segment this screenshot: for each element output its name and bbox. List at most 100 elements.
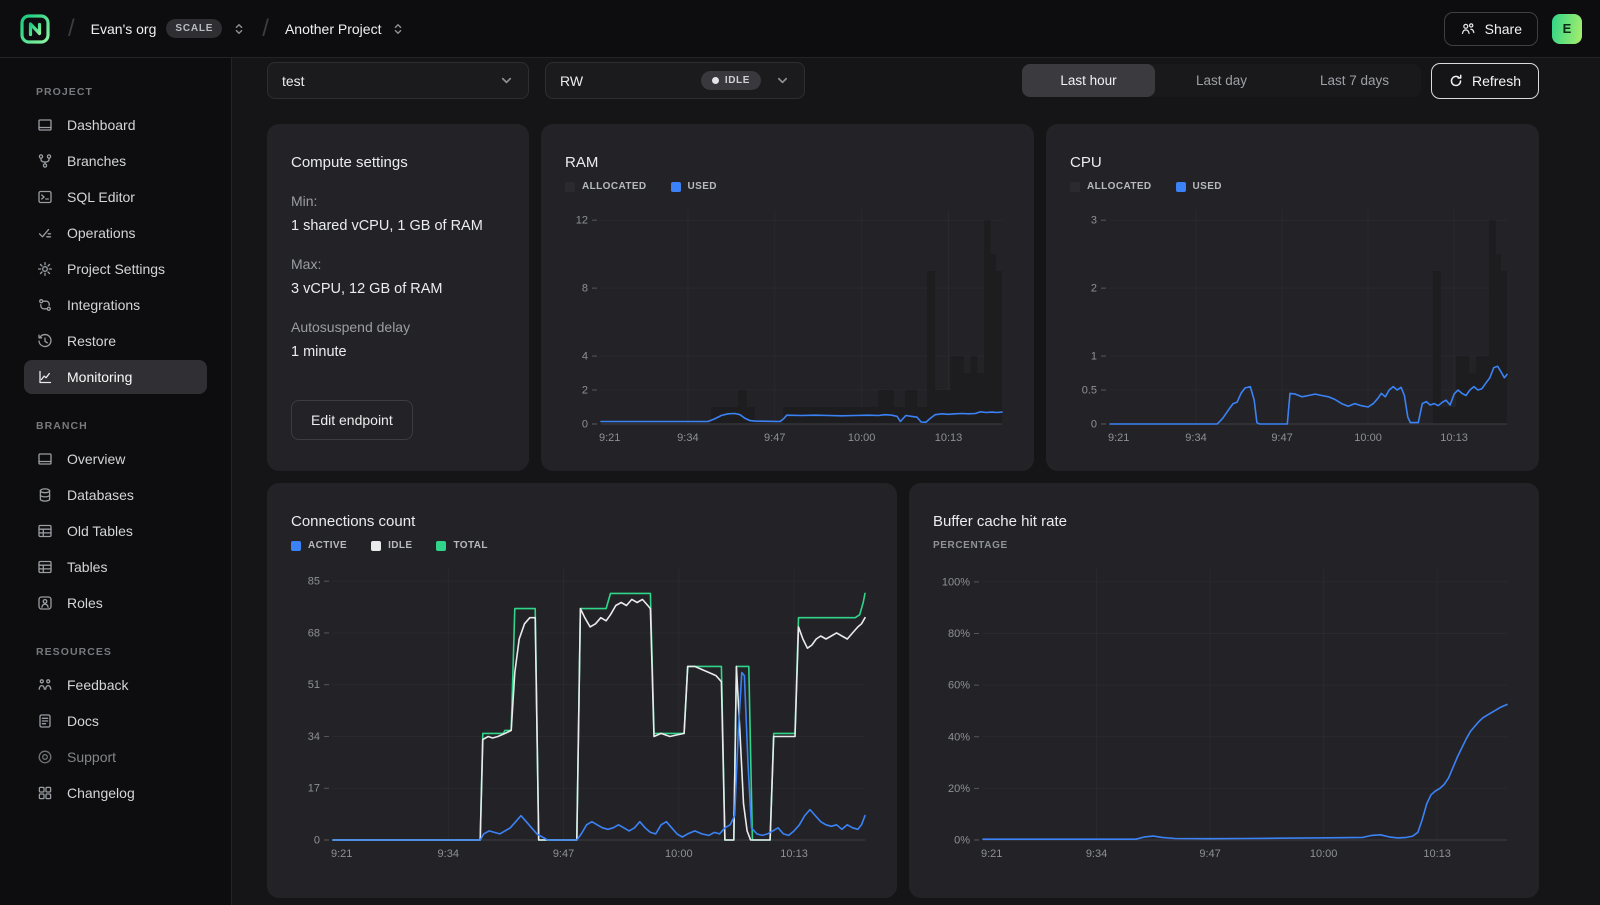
ram-chart-card: RAM ALLOCATED USED 0 2 4 8 12 9:21 9:34 9:47 10:0… — [541, 124, 1034, 471]
integrations-icon — [36, 296, 54, 314]
svg-text:20%: 20% — [948, 783, 970, 795]
sidebar-item-old-tables[interactable]: Old Tables — [24, 514, 207, 548]
compute-settings-title: Compute settings — [291, 154, 408, 171]
avatar[interactable]: E — [1552, 13, 1582, 44]
cpu-chart-card: CPU ALLOCATED USED 0 0.5 1 2 3 9:21 9:34 9:47 10:… — [1046, 124, 1539, 471]
sidebar-item-label: Databases — [67, 487, 134, 503]
sidebar-item-support[interactable]: Support — [24, 740, 207, 774]
sidebar-item-label: Project Settings — [67, 261, 166, 277]
breadcrumb-org[interactable]: Evan's org SCALE — [91, 19, 247, 38]
sidebar-item-branches[interactable]: Branches — [24, 144, 207, 178]
breadcrumb-separator: / — [68, 14, 75, 42]
sidebar-item-label: Branches — [67, 153, 127, 169]
branch-select[interactable]: test — [267, 62, 529, 99]
cpu-chart-title: CPU — [1070, 154, 1102, 171]
gear-icon — [36, 260, 54, 278]
sidebar-item-label: Old Tables — [67, 523, 133, 539]
breadcrumb-project[interactable]: Another Project — [285, 21, 406, 37]
table-icon — [36, 522, 54, 540]
svg-text:4: 4 — [582, 351, 588, 363]
legend-item-active: ACTIVE — [291, 540, 347, 551]
legend-swatch-icon — [371, 540, 382, 551]
svg-text:0: 0 — [1091, 419, 1097, 431]
svg-text:10:13: 10:13 — [935, 432, 963, 444]
sql-editor-icon — [36, 188, 54, 206]
branch-select-value: test — [282, 72, 305, 89]
refresh-button[interactable]: Refresh — [1430, 62, 1539, 99]
cpu-chart-legend: ALLOCATED USED — [1070, 181, 1515, 192]
sidebar-item-integrations[interactable]: Integrations — [24, 288, 207, 322]
sidebar-item-label: Integrations — [67, 297, 141, 313]
svg-text:10:13: 10:13 — [780, 848, 808, 860]
sidebar-item-label: Feedback — [67, 677, 129, 693]
legend-swatch-icon — [1175, 181, 1186, 192]
svg-text:0: 0 — [582, 419, 588, 431]
sidebar-item-tables[interactable]: Tables — [24, 550, 207, 584]
legend-item-used: USED — [1175, 181, 1222, 192]
sidebar-item-label: Roles — [67, 595, 103, 611]
compute-select[interactable]: RW IDLE — [545, 62, 805, 99]
svg-text:85: 85 — [308, 576, 320, 588]
connections-chart: 0 17 34 51 68 85 9:21 9:34 9:47 10:00 10:13 — [308, 569, 866, 860]
support-icon — [36, 748, 54, 766]
sidebar-item-docs[interactable]: Docs — [24, 704, 207, 738]
compute-settings-card: Compute settings Min: 1 shared vCPU, 1 G… — [267, 124, 529, 471]
min-value: 1 shared vCPU, 1 GB of RAM — [291, 218, 483, 234]
connections-chart-card: Connections count ACTIVE IDLE TOTAL 0 17 34 5… — [267, 483, 897, 898]
svg-text:0%: 0% — [954, 835, 970, 847]
operations-icon — [36, 224, 54, 242]
range-tab-last-7-days[interactable]: Last 7 days — [1319, 73, 1389, 88]
sidebar: PROJECT Dashboard Branches SQL Editor Operat… — [0, 58, 232, 905]
edit-endpoint-button[interactable]: Edit endpoint — [291, 400, 413, 440]
svg-text:9:21: 9:21 — [331, 848, 352, 860]
svg-text:9:34: 9:34 — [438, 848, 459, 860]
sidebar-item-label: Dashboard — [67, 117, 136, 133]
sidebar-item-dashboard[interactable]: Dashboard — [24, 108, 207, 142]
branches-icon — [36, 152, 54, 170]
legend-swatch-icon — [670, 181, 681, 192]
refresh-label: Refresh — [1471, 72, 1521, 89]
range-tab-last-hour[interactable]: Last hour — [1021, 64, 1155, 97]
neon-logo-icon[interactable] — [18, 12, 52, 46]
svg-text:10:00: 10:00 — [665, 848, 693, 860]
breadcrumb-separator: / — [262, 14, 269, 42]
autosuspend-label: Autosuspend delay — [291, 319, 411, 335]
ram-chart: 0 2 4 8 12 9:21 9:34 9:47 10:00 10:13 — [576, 210, 1003, 444]
sidebar-item-feedback[interactable]: Feedback — [24, 668, 207, 702]
org-switcher-chevron-icon[interactable] — [232, 22, 246, 36]
legend-swatch-icon — [565, 181, 575, 192]
svg-text:10:00: 10:00 — [1310, 848, 1338, 860]
sidebar-item-changelog[interactable]: Changelog — [24, 776, 207, 810]
max-label: Max: — [291, 256, 322, 272]
status-dot-icon — [711, 77, 719, 84]
sidebar-item-sql-editor[interactable]: SQL Editor — [24, 180, 207, 214]
range-tab-last-day[interactable]: Last day — [1195, 73, 1247, 88]
sidebar-item-roles[interactable]: Roles — [24, 586, 207, 620]
cards-row-bottom: Connections count ACTIVE IDLE TOTAL 0 17 34 5… — [267, 483, 1539, 898]
sidebar-item-databases[interactable]: Databases — [24, 478, 207, 512]
table-icon — [36, 558, 54, 576]
svg-text:1: 1 — [1091, 351, 1097, 363]
legend-item-allocated: ALLOCATED — [1070, 181, 1152, 192]
legend-item-idle: IDLE — [371, 540, 412, 551]
svg-text:9:47: 9:47 — [1199, 848, 1220, 860]
top-bar: / Evan's org SCALE / Another Project Sha… — [0, 0, 1600, 58]
sidebar-item-monitoring[interactable]: Monitoring — [24, 360, 207, 394]
sidebar-item-label: Restore — [67, 333, 117, 349]
sidebar-item-project-settings[interactable]: Project Settings — [24, 252, 207, 286]
svg-text:17: 17 — [308, 783, 320, 795]
restore-icon — [36, 332, 54, 350]
share-button[interactable]: Share — [1443, 11, 1538, 46]
legend-swatch-icon — [436, 540, 447, 551]
sidebar-item-operations[interactable]: Operations — [24, 216, 207, 250]
sidebar-item-overview[interactable]: Overview — [24, 442, 207, 476]
monitoring-icon — [36, 368, 54, 386]
feedback-icon — [36, 676, 54, 694]
sidebar-item-restore[interactable]: Restore — [24, 324, 207, 358]
project-switcher-chevron-icon[interactable] — [391, 22, 405, 36]
sidebar-item-label: Monitoring — [67, 369, 133, 385]
cards-row-top: Compute settings Min: 1 shared vCPU, 1 G… — [267, 124, 1539, 471]
refresh-icon — [1450, 74, 1462, 86]
compute-status-label: IDLE — [724, 75, 750, 86]
svg-text:34: 34 — [308, 731, 320, 743]
